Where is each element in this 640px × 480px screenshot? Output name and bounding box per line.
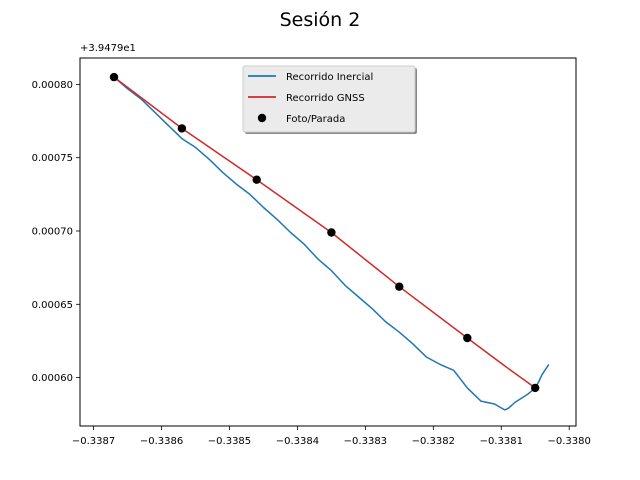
series-line-recorrido-inercial [113,76,550,411]
legend-label-foto-parada: Foto/Parada [286,114,345,125]
marker-foto-parada-0 [109,72,119,82]
x-tick-label-6: −0.3381 [480,436,523,447]
x-tick-label-5: −0.3382 [412,436,455,447]
legend-swatch-foto-parada [257,113,267,123]
legend-box [242,65,416,133]
y-tick-label-1: 0.00065 [32,300,73,311]
x-tick-label-4: −0.3383 [344,436,387,447]
axes: −0.3387 −0.3386 −0.3385 −0.3384 −0.3383 −0.33… [32,57,591,447]
y-offset-label: +3.9479e1 [80,43,136,54]
axes-frame [79,57,577,427]
y-tick-label-4: 0.00080 [32,80,73,91]
x-tick-label-1: −0.3386 [140,436,183,447]
marker-foto-parada-6 [531,383,540,393]
marker-foto-parada-5 [463,333,472,343]
legend-label-recorrido-inercial: Recorrido Inercial [286,72,373,83]
series-line-recorrido-gnss [113,76,536,389]
x-tick-label-7: −0.3380 [548,436,591,447]
y-tick-label-2: 0.00070 [32,227,73,238]
marker-foto-parada-3 [327,228,336,237]
legend: Recorrido Inercial Recorrido GNSS Foto/Par… [242,65,417,134]
chart-title: Sesión 2 [280,9,361,31]
marker-foto-parada-2 [252,175,261,184]
marker-foto-parada-4 [395,282,404,291]
y-tick-label-3: 0.00075 [32,153,73,164]
x-tick-label-3: −0.3384 [276,436,319,447]
legend-label-recorrido-gnss: Recorrido GNSS [286,93,365,104]
y-tick-label-0: 0.00060 [32,373,73,384]
marker-foto-parada-1 [177,124,187,133]
x-tick-label-0: −0.3387 [72,436,115,447]
plot-series [109,72,550,411]
x-tick-label-2: −0.3385 [208,436,251,447]
